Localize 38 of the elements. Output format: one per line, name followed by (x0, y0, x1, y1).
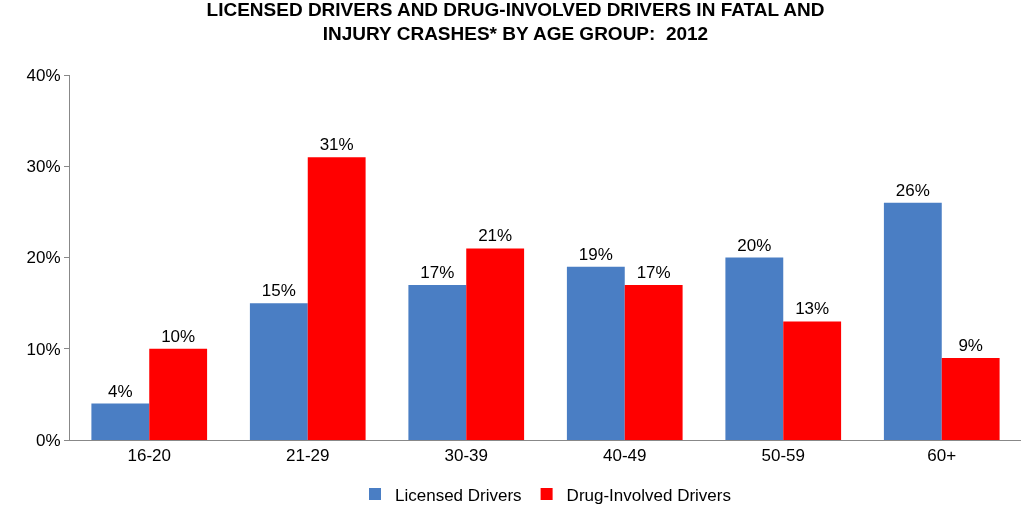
y-tick-label: 40% (26, 65, 61, 85)
x-tick-label: 16-20 (127, 446, 171, 466)
bar (249, 303, 308, 440)
bar (307, 157, 366, 440)
data-label: 17% (636, 262, 671, 282)
chart-title: LICENSED DRIVERS AND DRUG-INVOLVED DRIVERS IN FATAL AND INJURY CRASHES* BY AGE GROUP: 2012 (206, 0, 825, 45)
x-tick-label: 30-39 (444, 446, 488, 466)
data-label: 26% (895, 180, 930, 200)
bar (883, 202, 942, 440)
bar (408, 284, 467, 440)
bar (725, 257, 784, 440)
data-label: 17% (420, 262, 455, 282)
data-label: 10% (161, 326, 196, 346)
data-label: 9% (958, 335, 983, 355)
y-tick-label: 30% (26, 157, 61, 177)
legend-label: Drug-Involved Drivers (566, 485, 731, 505)
data-label: 20% (737, 235, 772, 255)
data-label: 31% (319, 135, 354, 155)
bar (566, 266, 625, 440)
bar (624, 284, 683, 440)
data-label: 4% (108, 381, 133, 401)
bar (91, 403, 150, 440)
x-tick-label: 50-59 (761, 446, 805, 466)
data-label: 21% (478, 226, 513, 246)
y-tick-label: 10% (26, 339, 61, 359)
bar (466, 248, 525, 440)
x-tick-label: 60+ (927, 446, 957, 466)
bar (149, 348, 208, 440)
data-label: 19% (578, 244, 613, 264)
y-tick-label: 0% (36, 430, 61, 450)
y-tick-label: 20% (26, 248, 61, 268)
bar (783, 321, 842, 440)
x-tick-label: 21-29 (286, 446, 330, 466)
data-label: 15% (261, 281, 296, 301)
bar (941, 357, 1000, 440)
legend-label: Licensed Drivers (395, 485, 522, 505)
x-tick-label: 40-49 (603, 446, 647, 466)
data-label: 13% (795, 299, 830, 319)
